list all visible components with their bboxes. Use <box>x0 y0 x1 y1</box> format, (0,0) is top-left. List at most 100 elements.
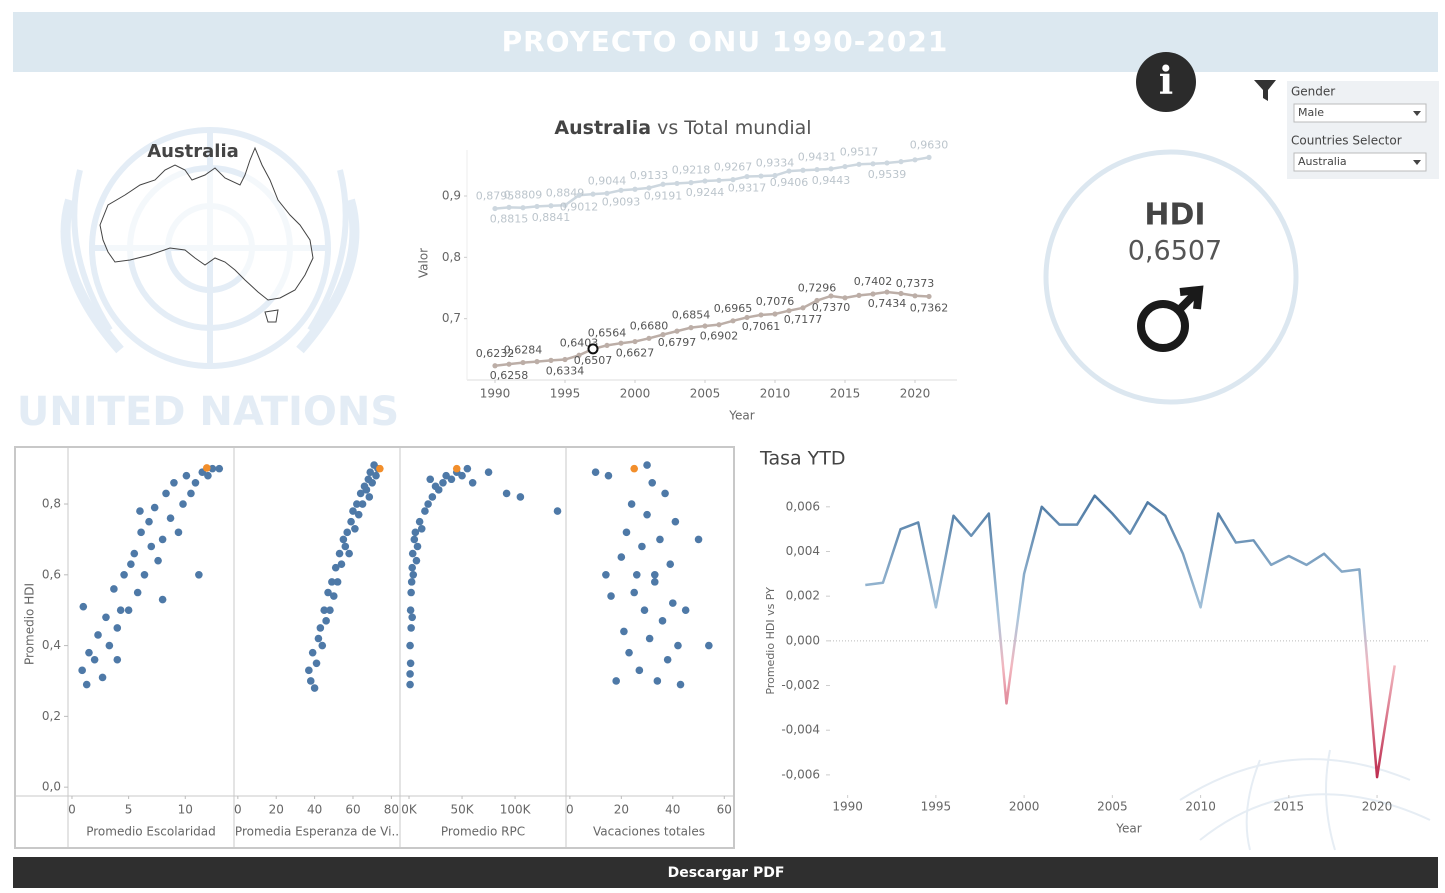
scatter-point <box>676 680 685 689</box>
y-axis-label: Promedio HDI vs PY <box>764 587 777 695</box>
scatter-point <box>376 464 384 473</box>
point <box>800 167 806 173</box>
x-tick-label: 50K <box>450 803 474 817</box>
scatter-point <box>516 493 525 501</box>
clear-filter-icon[interactable] <box>1254 80 1276 101</box>
data-label: 0,9431 <box>798 151 837 164</box>
data-label: 0,6680 <box>630 319 669 332</box>
data-label: 0,6627 <box>616 347 655 360</box>
x-tick-label: 0 <box>234 803 242 817</box>
point <box>842 295 848 301</box>
x-axis-label: Promedio Escolaridad <box>86 825 216 839</box>
data-label: 0,7402 <box>854 275 893 288</box>
x-tick-label: 2000 <box>1009 800 1040 814</box>
scatter-point <box>625 648 633 657</box>
point <box>604 342 610 349</box>
data-label: 0,9191 <box>644 189 683 202</box>
point <box>534 203 540 210</box>
scatter-point <box>406 641 414 650</box>
scatter-point <box>653 677 662 685</box>
scatter-point <box>333 578 342 586</box>
point <box>716 322 722 328</box>
scatter-point <box>591 468 600 476</box>
x-tick-label: 60 <box>345 803 360 817</box>
data-label: 0,8841 <box>532 211 571 224</box>
x-tick-label: 0 <box>566 803 574 817</box>
x-tick-label: 2020 <box>900 387 931 401</box>
scatter-point <box>154 556 162 565</box>
data-label: 0,9267 <box>714 161 753 174</box>
point <box>912 157 918 163</box>
dropdown-arrow <box>1413 111 1421 116</box>
point <box>688 325 694 331</box>
y-tick-label: 0,6 <box>42 567 61 581</box>
scatter-point <box>468 478 477 487</box>
y-tick-label: 0,8 <box>442 250 461 264</box>
kpi-label: HDI <box>1144 198 1205 233</box>
kpi-value: 0,6507 <box>1128 236 1222 267</box>
scatter-point <box>553 507 562 515</box>
x-tick-label: 0 <box>68 803 76 817</box>
x-tick-label: 2015 <box>1274 800 1305 814</box>
scatter-point <box>694 535 703 544</box>
point <box>884 289 890 295</box>
data-label: 0,6902 <box>700 330 739 343</box>
point <box>660 332 666 338</box>
scatter-point <box>417 524 426 533</box>
y-tick-label: 0,0 <box>42 780 61 794</box>
scatter-point <box>329 592 338 600</box>
x-tick-label: 2020 <box>1362 800 1393 814</box>
info-icon[interactable] <box>1136 52 1196 112</box>
x-tick-label: 60 <box>717 803 732 817</box>
x-tick-label: 2005 <box>1097 800 1128 814</box>
point <box>646 185 652 191</box>
x-tick-label: 40 <box>307 803 322 817</box>
scatter-point <box>406 659 415 668</box>
point <box>562 202 568 208</box>
scatter-point <box>195 571 203 579</box>
data-label: 0,9334 <box>756 157 795 170</box>
point <box>534 359 540 365</box>
scatter-point <box>314 634 323 643</box>
y-tick-label: 0,004 <box>786 544 820 558</box>
scatter-point <box>124 606 133 614</box>
chart-title: Tasa YTD <box>759 448 846 470</box>
scatter-point <box>82 680 91 689</box>
scatter-point <box>94 631 102 639</box>
data-label: 0,9044 <box>588 174 627 187</box>
scatter-point <box>630 588 639 597</box>
point <box>604 190 610 196</box>
point <box>632 338 638 345</box>
data-label: 0,7362 <box>910 301 949 314</box>
x-tick-label: 2000 <box>620 387 651 401</box>
australia-outline <box>99 146 314 323</box>
scatter-point <box>452 464 461 473</box>
dropdown[interactable] <box>1293 103 1427 123</box>
scatter-point <box>356 489 365 498</box>
y-tick-label: 0,002 <box>786 589 820 603</box>
scatter-point <box>411 528 420 537</box>
scatter-point <box>372 471 380 480</box>
scatter-point <box>322 617 330 625</box>
scatter-point <box>458 471 466 480</box>
point <box>744 314 750 321</box>
scatter-point <box>140 571 149 579</box>
scatter-point <box>79 602 88 611</box>
data-label: 0,6507 <box>574 354 613 367</box>
dropdown[interactable] <box>1293 152 1427 172</box>
scatter-point <box>179 500 187 508</box>
scatter-point <box>105 641 114 650</box>
point <box>912 293 918 299</box>
x-axis-label: Vacaciones totales <box>593 825 705 839</box>
point <box>856 292 862 298</box>
x-tick-label: 20 <box>614 803 629 817</box>
footer-button[interactable] <box>13 857 1438 888</box>
scatter-point <box>90 655 99 664</box>
scatter-point <box>661 489 669 498</box>
scatter-point <box>308 648 317 657</box>
x-tick-label: 80 <box>384 803 399 817</box>
scatter-point <box>447 475 456 484</box>
scatter-point <box>170 478 178 487</box>
scatter-point <box>602 571 610 579</box>
scatter-point <box>663 655 672 664</box>
